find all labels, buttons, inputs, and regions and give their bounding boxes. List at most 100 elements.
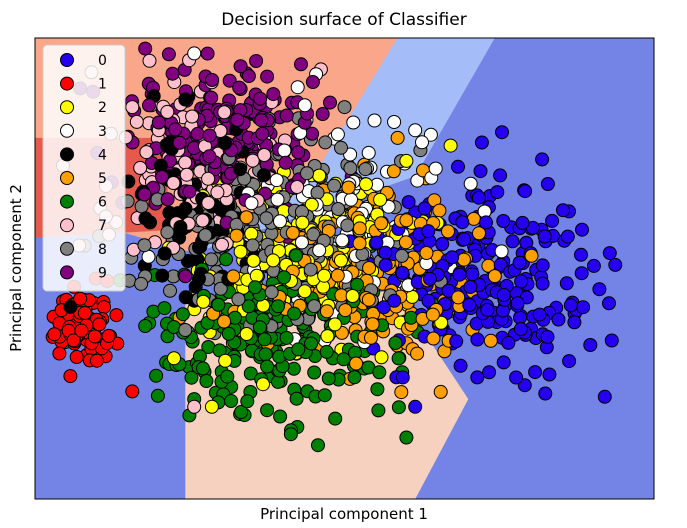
point-class-4 — [178, 92, 193, 107]
point-class-9 — [142, 98, 156, 113]
point-class-7 — [185, 109, 200, 124]
point-class-0 — [575, 222, 589, 237]
point-class-2 — [434, 315, 449, 330]
point-class-7 — [125, 100, 140, 115]
point-class-0 — [496, 214, 511, 228]
point-class-8 — [134, 276, 149, 291]
point-class-7 — [179, 167, 194, 182]
point-class-4 — [157, 246, 172, 261]
point-class-3 — [141, 249, 156, 264]
point-class-3 — [297, 98, 312, 113]
legend-label-7: 7 — [98, 218, 107, 234]
point-class-6 — [317, 388, 332, 403]
point-class-0 — [435, 237, 450, 251]
point-class-9 — [178, 269, 193, 284]
point-class-5 — [361, 292, 376, 307]
point-class-8 — [264, 285, 279, 300]
point-class-7 — [166, 176, 181, 190]
point-class-0 — [501, 335, 516, 350]
point-class-0 — [462, 298, 477, 312]
point-class-1 — [52, 346, 67, 361]
point-class-0 — [395, 370, 410, 385]
point-class-1 — [77, 306, 92, 320]
point-class-9 — [202, 128, 217, 143]
point-class-0 — [556, 203, 570, 218]
point-class-1 — [47, 327, 62, 342]
point-class-5 — [419, 246, 434, 260]
legend-label-1: 1 — [98, 77, 107, 93]
point-class-5 — [398, 235, 413, 250]
point-class-0 — [408, 399, 423, 414]
point-class-6 — [391, 400, 406, 415]
point-class-0 — [517, 378, 532, 393]
point-class-0 — [583, 338, 598, 352]
point-class-5 — [441, 224, 455, 239]
point-class-2 — [233, 244, 248, 259]
point-class-6 — [224, 394, 239, 408]
point-class-0 — [490, 185, 505, 200]
point-class-5 — [394, 385, 409, 400]
point-class-5 — [451, 290, 466, 305]
point-class-0 — [518, 184, 533, 199]
legend-label-0: 0 — [98, 53, 107, 69]
point-class-8 — [231, 292, 246, 307]
point-class-8 — [310, 185, 325, 200]
point-class-8 — [137, 238, 152, 253]
point-class-0 — [465, 267, 480, 282]
point-class-6 — [336, 352, 351, 367]
point-class-0 — [509, 370, 524, 385]
point-class-5 — [524, 248, 539, 263]
point-class-6 — [279, 330, 294, 345]
point-class-6 — [248, 280, 262, 295]
point-class-0 — [452, 267, 467, 282]
point-class-0 — [496, 355, 511, 370]
point-class-9 — [172, 135, 187, 150]
plot-area — [35, 38, 654, 499]
legend-label-3: 3 — [98, 124, 107, 140]
point-class-9 — [202, 149, 217, 164]
point-class-3 — [270, 192, 285, 207]
point-class-1 — [125, 384, 140, 399]
legend-label-2: 2 — [98, 100, 107, 116]
point-class-6 — [260, 359, 275, 374]
point-class-5 — [285, 225, 300, 240]
point-class-0 — [563, 298, 578, 313]
point-class-5 — [226, 269, 241, 284]
point-class-0 — [482, 365, 497, 380]
point-class-0 — [513, 322, 528, 336]
point-class-7 — [245, 153, 260, 168]
point-class-3 — [344, 192, 358, 207]
point-class-0 — [540, 329, 555, 344]
point-class-6 — [241, 299, 256, 314]
point-class-2 — [405, 289, 420, 304]
point-class-9 — [230, 112, 245, 127]
point-class-2 — [345, 289, 360, 303]
point-class-6 — [234, 405, 249, 419]
point-class-2 — [266, 253, 281, 268]
point-class-8 — [213, 281, 228, 296]
point-class-6 — [289, 248, 303, 263]
point-class-6 — [273, 409, 288, 424]
point-class-2 — [327, 317, 342, 332]
point-class-7 — [215, 237, 229, 252]
point-class-2 — [244, 226, 259, 241]
point-class-8 — [160, 225, 175, 240]
point-class-4 — [178, 290, 193, 305]
point-class-2 — [399, 153, 414, 168]
point-class-0 — [395, 265, 410, 280]
point-class-3 — [244, 196, 259, 211]
point-class-1 — [101, 328, 116, 343]
point-class-2 — [359, 177, 373, 192]
legend-marker-5 — [60, 171, 74, 185]
point-class-5 — [456, 252, 471, 267]
point-class-0 — [608, 257, 623, 272]
point-class-0 — [562, 354, 577, 369]
point-class-5 — [217, 314, 232, 329]
point-class-0 — [369, 235, 384, 250]
point-class-4 — [143, 215, 157, 230]
point-class-6 — [370, 382, 385, 397]
point-class-5 — [390, 130, 405, 145]
point-class-9 — [205, 73, 220, 87]
point-class-4 — [155, 268, 170, 283]
